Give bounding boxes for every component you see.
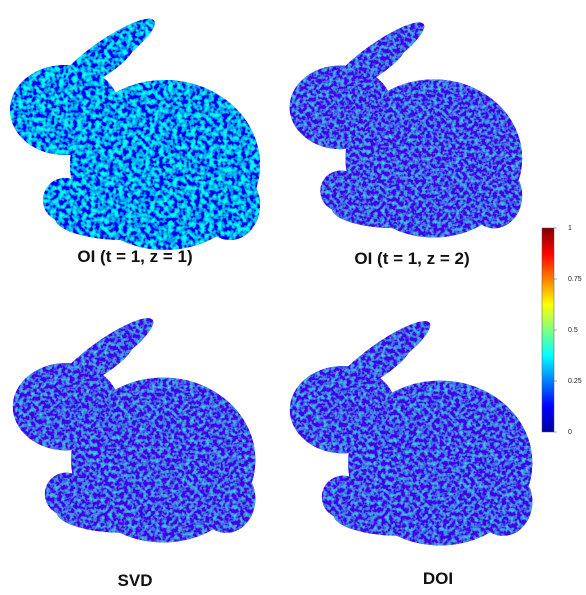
caption: SVD — [118, 571, 153, 590]
caption: OI (t = 1, z = 1) — [77, 247, 192, 266]
tick-label: 1 — [568, 225, 572, 232]
bunny-render — [10, 9, 260, 251]
colorbar — [541, 227, 555, 433]
bunny-render — [289, 311, 533, 546]
caption: DOI — [423, 569, 453, 588]
bunny-render — [12, 308, 256, 543]
caption: OI (t = 1, z = 2) — [354, 249, 469, 268]
tick-label: 0.75 — [568, 276, 582, 283]
colorbar-ticks: 0 0.25 0.5 0.75 1 — [554, 225, 582, 436]
bunny-render — [289, 13, 523, 238]
tick-label: 0.25 — [568, 378, 582, 385]
tick-label: 0 — [568, 429, 572, 436]
tick-label: 0.5 — [568, 327, 578, 334]
